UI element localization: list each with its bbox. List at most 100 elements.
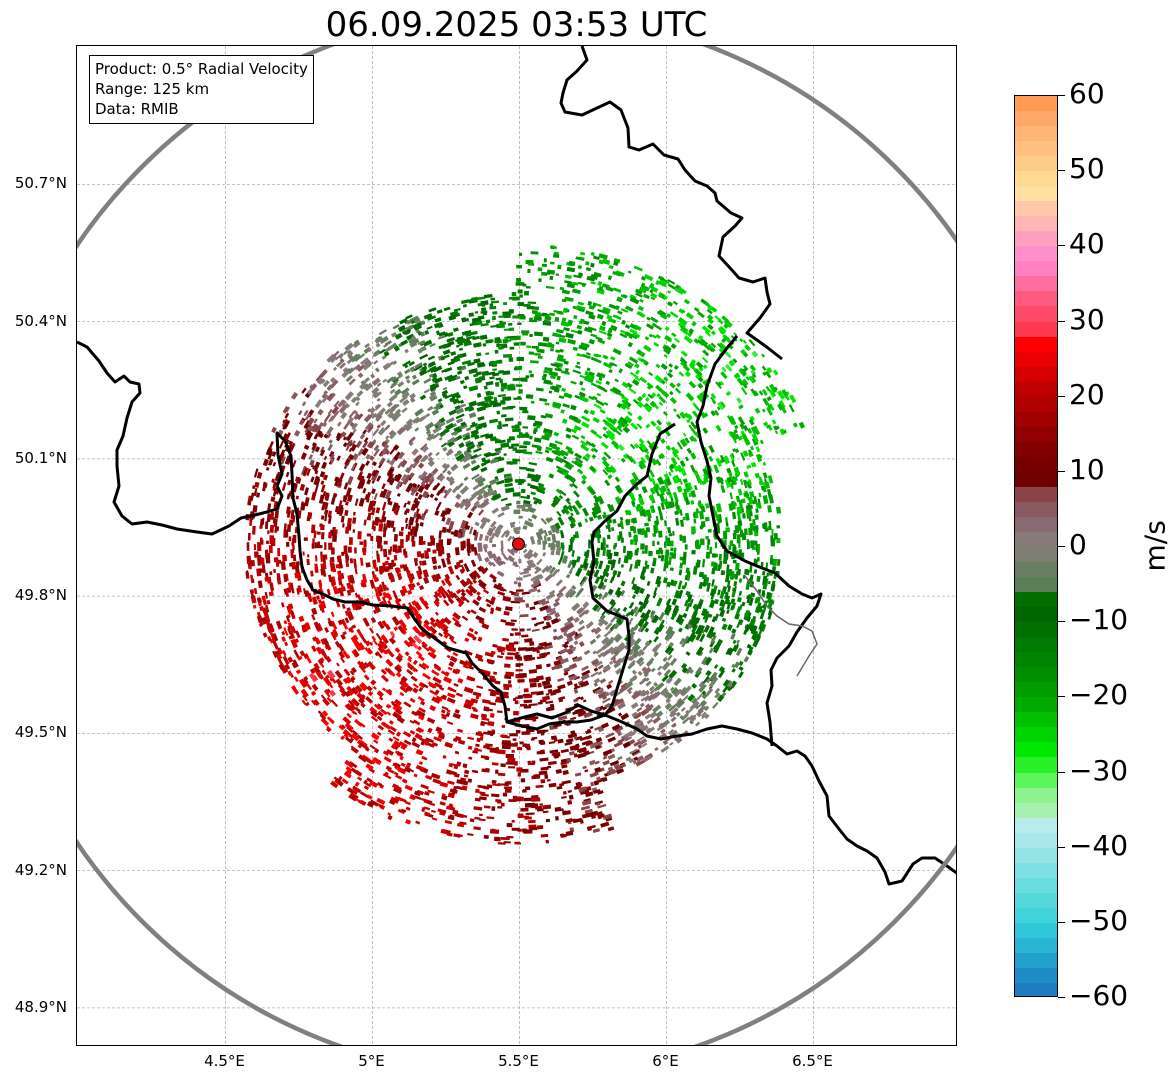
echo-gate	[701, 629, 706, 634]
echo-gate	[465, 588, 474, 597]
echo-gate	[389, 446, 397, 455]
echo-gate	[497, 772, 506, 777]
echo-gate	[489, 600, 495, 606]
echo-gate	[652, 533, 657, 537]
echo-gate	[343, 350, 349, 356]
echo-gate	[320, 607, 325, 614]
echo-gate	[656, 419, 663, 426]
echo-gate	[720, 327, 727, 334]
radar-map-canvas[interactable]	[77, 46, 957, 1046]
echo-gate	[748, 529, 752, 536]
echo-gate	[726, 601, 732, 610]
echo-gate	[730, 479, 735, 485]
echo-gate	[447, 597, 455, 605]
echo-gate	[349, 558, 354, 564]
echo-gate	[497, 467, 505, 473]
echo-gate	[496, 655, 504, 659]
echo-gate	[549, 525, 556, 534]
echo-gate	[580, 805, 591, 811]
echo-gate	[474, 630, 479, 635]
echo-gate	[404, 348, 409, 354]
echo-gate	[542, 336, 550, 342]
echo-gate	[546, 381, 553, 385]
echo-gate	[460, 519, 467, 530]
echo-gate	[427, 789, 435, 794]
echo-gate	[679, 324, 689, 333]
echo-gate	[536, 825, 544, 830]
echo-gate	[414, 427, 420, 432]
echo-gate	[602, 459, 610, 468]
echo-gate	[370, 535, 374, 541]
echo-gate	[455, 493, 462, 500]
echo-gate	[685, 651, 691, 656]
echo-gate	[560, 321, 570, 327]
echo-gate	[296, 572, 302, 581]
echo-gate	[679, 460, 686, 468]
echo-gate	[557, 677, 565, 682]
echo-gate	[489, 608, 495, 615]
echo-gate	[630, 702, 639, 710]
echo-gate	[518, 389, 523, 394]
echo-gate	[534, 331, 543, 337]
echo-gate	[541, 680, 551, 686]
echo-gate	[573, 459, 583, 469]
echo-gate	[474, 311, 479, 314]
echo-gate	[356, 472, 363, 481]
echo-gate	[516, 767, 523, 772]
echo-gate	[468, 400, 478, 408]
echo-gate	[429, 705, 437, 712]
echo-gate	[341, 551, 345, 556]
echo-gate	[737, 520, 743, 527]
echo-gate	[403, 502, 407, 508]
echo-gate	[537, 267, 543, 272]
echo-gate	[392, 451, 402, 462]
echo-gate	[573, 314, 578, 320]
echo-gate	[480, 713, 488, 718]
echo-gate	[340, 515, 345, 523]
echo-gate	[687, 413, 692, 418]
echo-gate	[666, 301, 674, 307]
echo-gate	[574, 708, 581, 714]
echo-gate	[429, 394, 438, 402]
echo-gate	[504, 532, 510, 538]
echo-gate	[554, 316, 560, 322]
echo-gate	[259, 568, 264, 573]
echo-gate	[303, 537, 308, 541]
echo-gate	[380, 545, 383, 552]
echo-gate	[414, 408, 424, 417]
echo-gate	[386, 711, 392, 716]
echo-gate	[545, 693, 550, 696]
echo-gate	[386, 587, 390, 591]
echo-gate	[603, 388, 608, 393]
echo-gate	[497, 591, 506, 596]
echo-gate	[443, 676, 453, 684]
echo-gate	[483, 385, 488, 390]
echo-gate	[708, 455, 714, 462]
echo-gate	[485, 380, 494, 386]
echo-gate	[272, 632, 279, 642]
echo-gate	[574, 531, 580, 539]
echo-gate	[650, 567, 655, 574]
echo-gate	[508, 296, 518, 300]
echo-gate	[644, 695, 650, 700]
echo-gate	[491, 828, 496, 832]
echo-gate	[411, 540, 416, 547]
echo-gate	[504, 482, 513, 488]
echo-gate	[334, 669, 343, 679]
echo-gate	[447, 360, 455, 366]
echo-gate	[731, 460, 736, 468]
echo-gate	[293, 676, 299, 683]
echo-gate	[573, 506, 580, 516]
echo-gate	[406, 762, 412, 767]
echo-gate	[261, 616, 268, 625]
radar-map[interactable]	[76, 45, 957, 1046]
echo-gate	[748, 338, 756, 347]
echo-gate	[642, 613, 650, 622]
echo-gate	[427, 456, 434, 463]
echo-gate	[448, 803, 453, 808]
echo-gate	[469, 818, 475, 823]
echo-gate	[767, 611, 773, 620]
echo-gate	[473, 546, 478, 556]
echo-gate	[443, 306, 451, 312]
echo-gate	[262, 599, 267, 606]
